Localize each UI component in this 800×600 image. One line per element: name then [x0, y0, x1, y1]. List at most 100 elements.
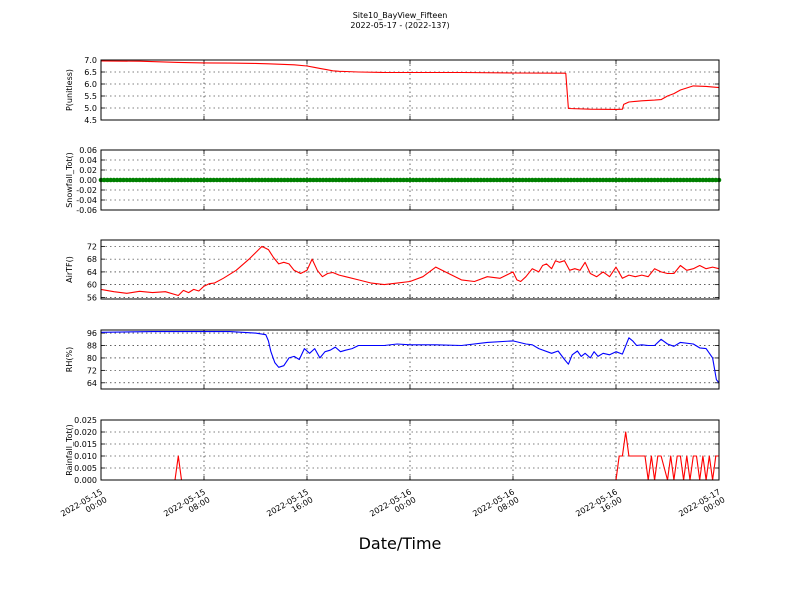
y-axis-label: AirTF() — [65, 256, 74, 283]
data-point — [468, 177, 474, 183]
data-point — [565, 177, 571, 183]
data-point — [333, 177, 339, 183]
data-point — [398, 177, 403, 183]
y-axis-label: Rainfall_Tot() — [65, 424, 74, 476]
series-line — [100, 60, 720, 110]
data-point — [658, 177, 664, 183]
data-point — [233, 177, 239, 183]
data-point — [591, 177, 596, 183]
y-tick-label: 5.0 — [84, 104, 97, 113]
data-point — [330, 177, 336, 183]
data-point — [320, 177, 326, 183]
data-point — [118, 177, 123, 183]
data-point — [388, 177, 393, 183]
data-point — [687, 177, 693, 183]
x-axis-label: Date/Time — [358, 534, 442, 553]
data-point — [108, 177, 113, 183]
data-point — [636, 177, 641, 183]
data-point — [446, 177, 451, 183]
data-point — [594, 177, 599, 183]
data-point — [501, 177, 506, 183]
data-point — [349, 177, 355, 183]
data-point — [449, 177, 455, 183]
data-point — [291, 177, 297, 183]
data-point — [433, 177, 439, 183]
data-point — [472, 177, 477, 183]
data-point — [710, 177, 715, 183]
y-tick-label: 0.020 — [74, 428, 97, 437]
data-point — [404, 177, 410, 183]
data-point — [246, 177, 252, 183]
y-tick-label: 0.025 — [74, 416, 97, 425]
y-tick-label: 0.000 — [74, 476, 97, 485]
data-point — [301, 177, 307, 183]
data-point — [584, 177, 590, 183]
data-point — [484, 177, 490, 183]
y-tick-label: 0.005 — [74, 464, 97, 473]
data-point — [385, 177, 390, 183]
y-tick-label: 6.0 — [84, 80, 97, 89]
data-point — [324, 177, 329, 183]
data-point — [575, 177, 580, 183]
data-point — [626, 177, 632, 183]
data-point — [111, 177, 117, 183]
data-point — [394, 177, 400, 183]
data-point — [616, 177, 622, 183]
data-point — [114, 177, 120, 183]
data-point — [694, 177, 699, 183]
data-point — [697, 177, 702, 183]
data-point — [568, 177, 574, 183]
data-point — [610, 177, 616, 183]
chart-title: Site10_BayView_Fifteen — [352, 11, 448, 20]
data-point — [542, 177, 548, 183]
data-point — [217, 177, 223, 183]
data-point — [182, 177, 187, 183]
data-point — [642, 177, 648, 183]
data-point — [259, 177, 265, 183]
data-point — [407, 177, 413, 183]
y-tick-label: 64 — [87, 379, 97, 388]
data-point — [143, 177, 149, 183]
panel-snowfall: 0.060.040.020.00-0.02-0.04-0.06Snowfall_… — [65, 146, 722, 215]
panel-airtf: 72 68 64 60 56 AirTF() — [65, 239, 720, 302]
data-point — [169, 177, 175, 183]
data-point — [439, 177, 445, 183]
data-point — [645, 177, 651, 183]
plot-frame — [100, 239, 720, 300]
data-point — [507, 177, 513, 183]
data-point — [491, 177, 496, 183]
data-point — [204, 177, 210, 183]
y-tick-label: 5.5 — [84, 92, 97, 101]
data-point — [237, 177, 242, 183]
data-point — [327, 177, 332, 183]
data-point — [336, 177, 342, 183]
data-point — [513, 177, 519, 183]
data-point — [661, 177, 667, 183]
data-point — [211, 177, 216, 183]
data-point — [655, 177, 661, 183]
data-point — [517, 177, 522, 183]
data-point — [623, 177, 628, 183]
data-point — [546, 177, 551, 183]
data-point — [159, 177, 165, 183]
data-point — [359, 177, 365, 183]
data-point — [278, 177, 284, 183]
data-point — [240, 177, 245, 183]
data-point — [101, 177, 107, 183]
data-point — [304, 177, 310, 183]
data-point — [124, 177, 130, 183]
data-point — [604, 177, 609, 183]
data-point — [562, 177, 567, 183]
y-axis-label: RH(%) — [65, 347, 74, 372]
data-point — [314, 177, 319, 183]
data-point — [188, 177, 194, 183]
data-point — [410, 177, 416, 183]
plot-frame — [100, 419, 720, 481]
y-tick-label: 80 — [87, 354, 97, 363]
